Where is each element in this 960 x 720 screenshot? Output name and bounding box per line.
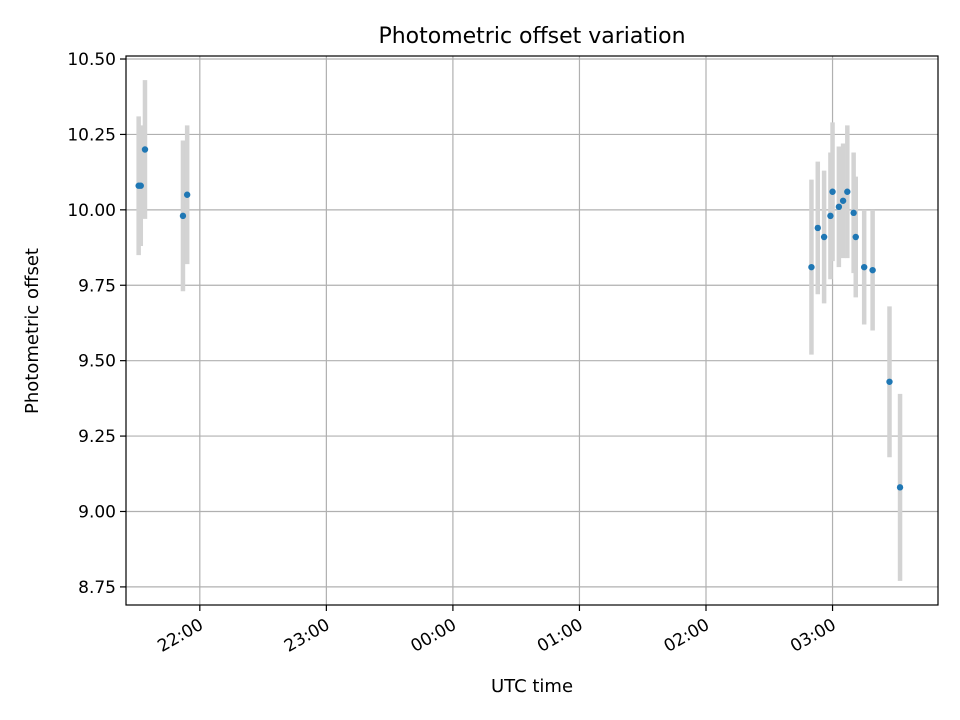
y-tick-label: 10.25 <box>67 125 116 145</box>
y-tick-label: 9.75 <box>78 276 116 296</box>
y-tick-label: 10.00 <box>67 201 116 221</box>
y-tick-label: 10.50 <box>67 50 116 70</box>
data-point <box>183 191 191 198</box>
data-point <box>137 182 144 189</box>
y-axis-label: Photometric offset <box>22 248 43 414</box>
data-point <box>886 378 893 385</box>
grid-lines <box>126 56 938 605</box>
data-point <box>179 212 187 220</box>
data-point <box>852 233 859 241</box>
data-point <box>829 188 836 195</box>
y-tick-label: 8.75 <box>78 578 116 598</box>
data-point <box>869 266 876 274</box>
data-point <box>820 233 828 241</box>
data-point <box>839 197 847 204</box>
data-point <box>827 212 834 220</box>
y-axis-ticks: 8.75 9.00 9.25 9.50 9.75 10.00 10.25 10.50 <box>67 50 126 598</box>
y-tick-label: 9.25 <box>78 427 116 447</box>
data-point <box>850 209 857 217</box>
data-point <box>896 484 904 491</box>
plot-frame <box>125 55 939 606</box>
chart-title: Photometric offset variation <box>378 24 685 49</box>
y-tick-label: 9.00 <box>78 502 116 522</box>
data-point <box>860 263 868 271</box>
data-point <box>835 203 843 211</box>
data-point <box>141 146 149 153</box>
data-point <box>844 188 851 195</box>
data-point <box>808 263 815 271</box>
x-axis-label: UTC time <box>491 676 573 697</box>
y-tick-label: 9.50 <box>78 352 116 372</box>
data-points <box>135 146 904 491</box>
data-point <box>814 224 821 232</box>
plot-area <box>126 56 938 605</box>
